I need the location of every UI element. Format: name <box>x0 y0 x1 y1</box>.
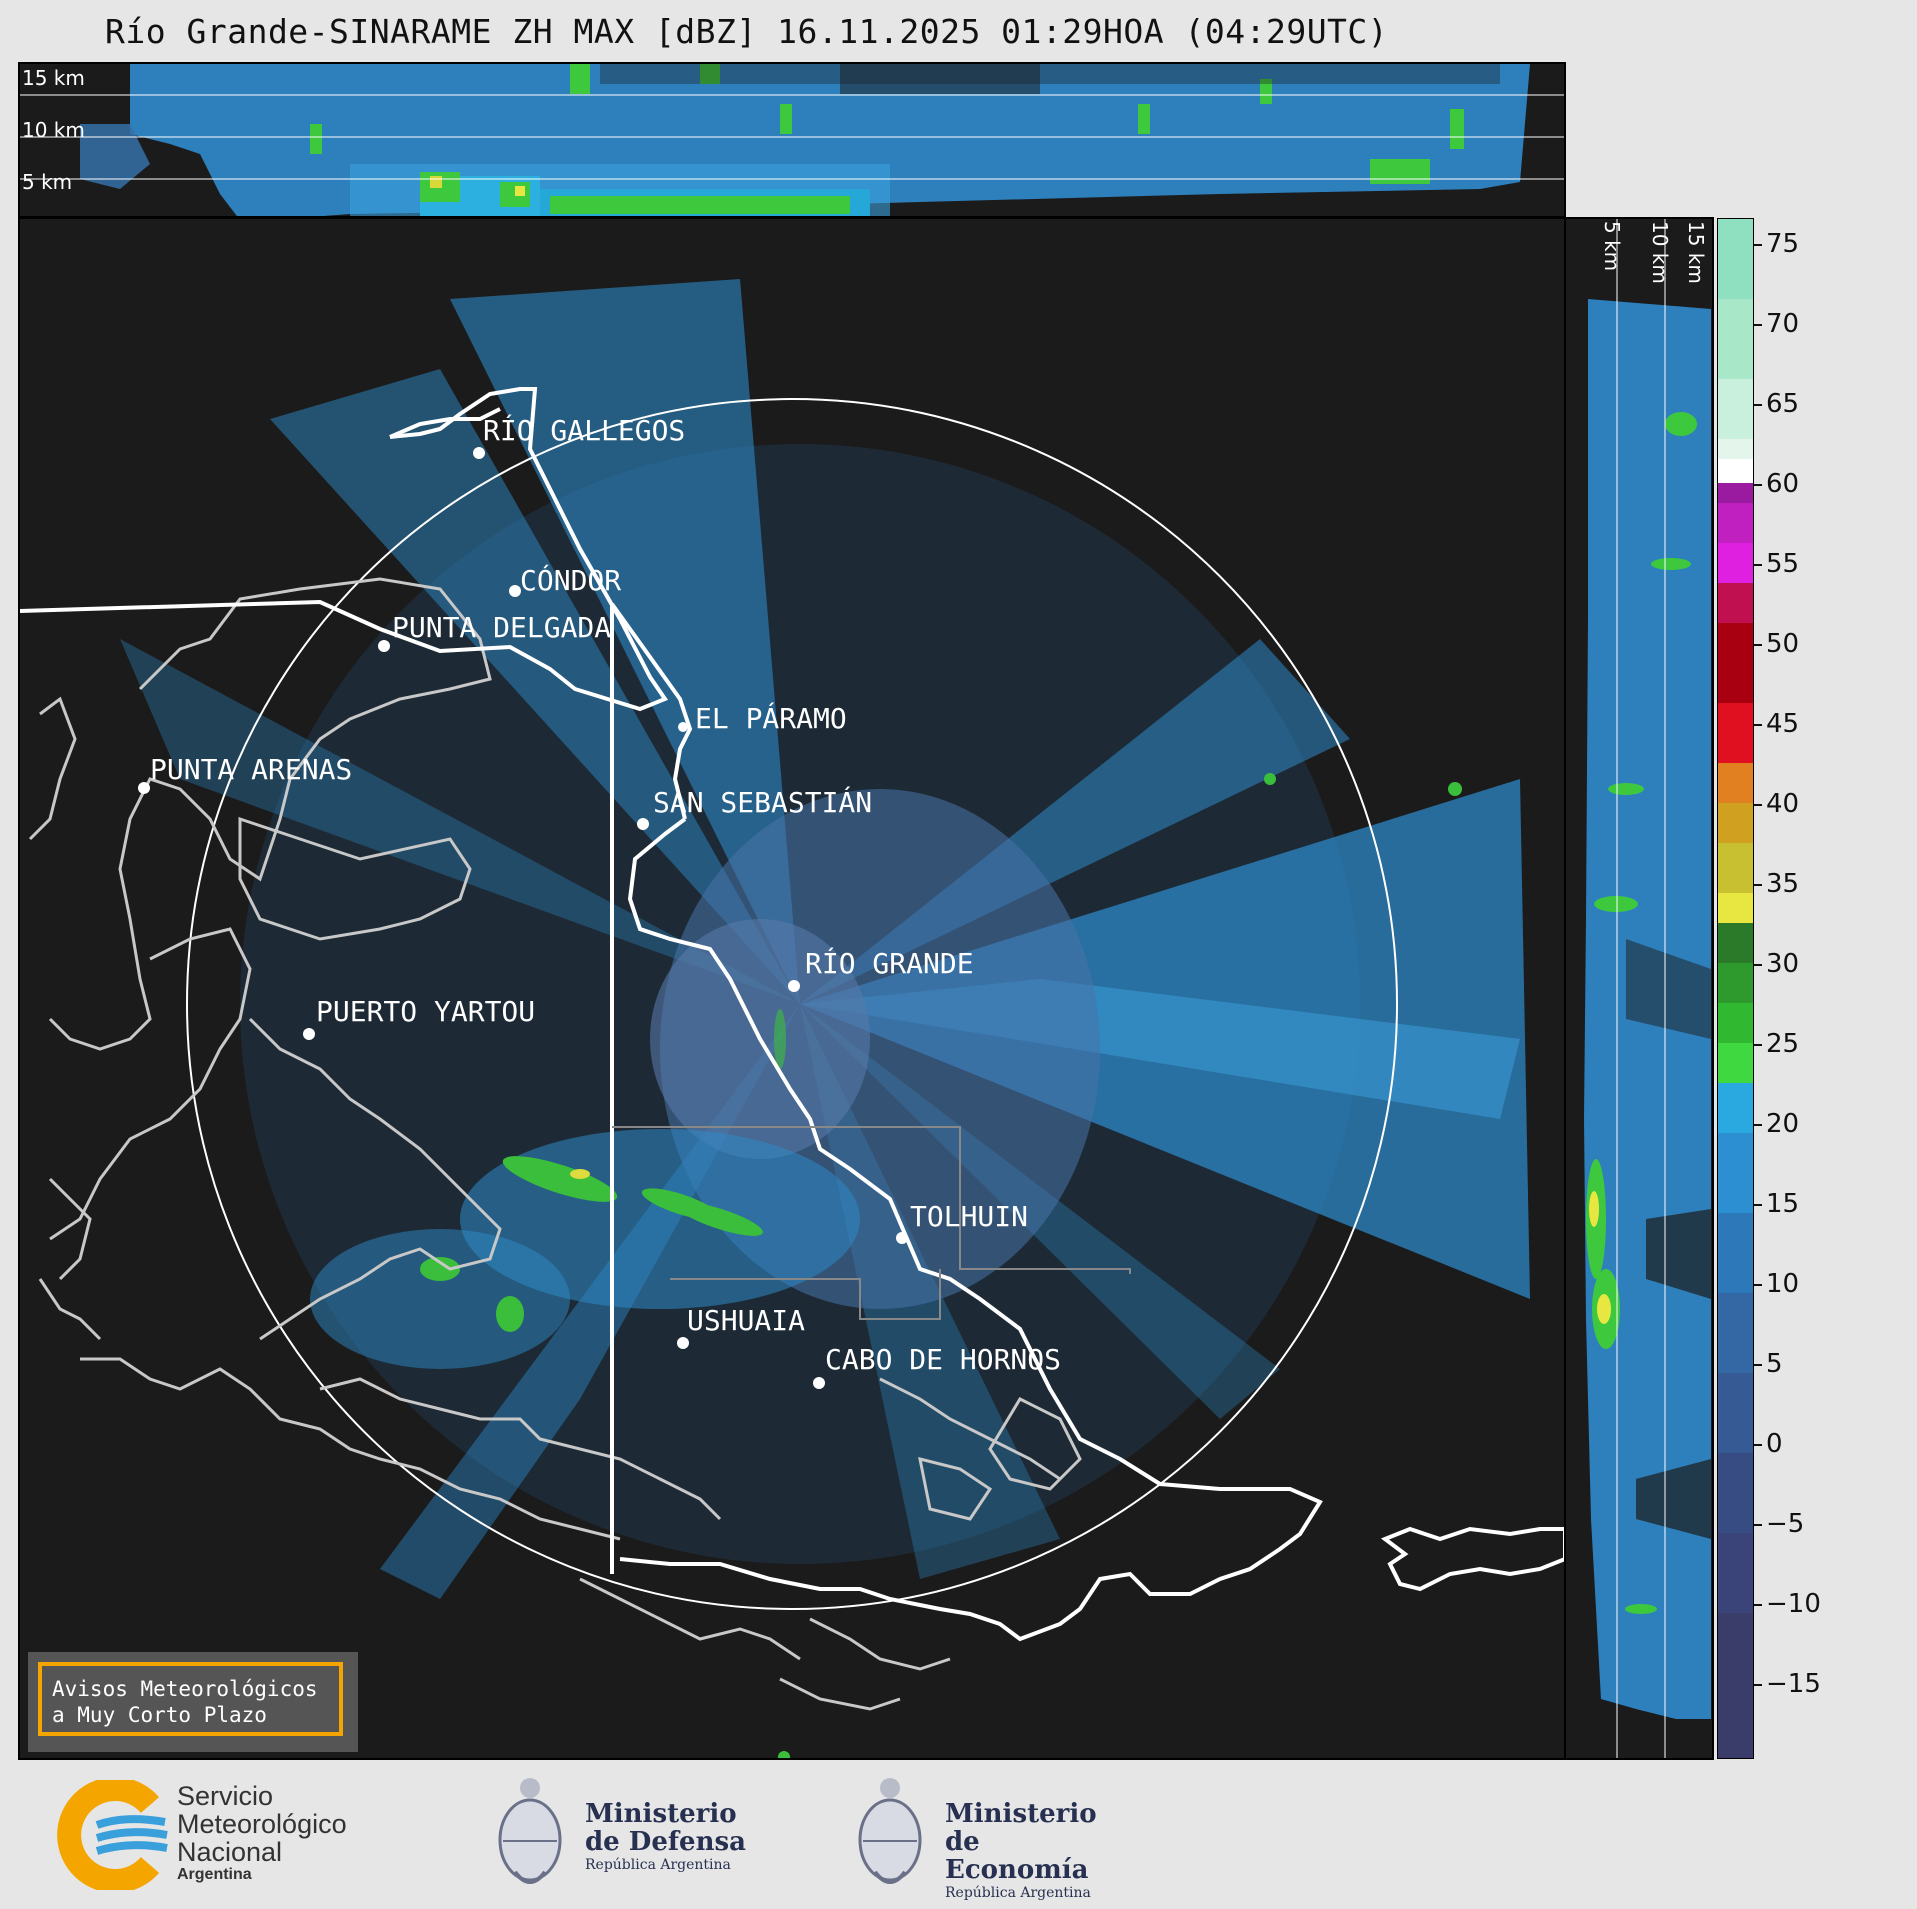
right-cross-section-echoes <box>1584 219 1711 1758</box>
colorbar-tick <box>1754 404 1762 406</box>
smn-line-3: Nacional <box>177 1837 283 1867</box>
city-label: RÍO GALLEGOS <box>483 414 686 447</box>
radar-range-circle <box>186 398 1398 1610</box>
colorbar-tick-label: 60 <box>1766 469 1800 499</box>
city-label: EL PÁRAMO <box>695 702 847 735</box>
colorbar-tick <box>1754 1364 1762 1366</box>
colorbar-tick <box>1754 884 1762 886</box>
city-marker <box>138 782 150 794</box>
coat-of-arms-icon <box>858 1778 922 1884</box>
colorbar-tick-label: 50 <box>1766 629 1800 659</box>
city-label: PUERTO YARTOU <box>316 995 536 1028</box>
smn-line-2: Meteorológico <box>177 1809 347 1839</box>
province-lines <box>612 1126 1131 1320</box>
city-marker <box>813 1377 825 1389</box>
radar-echo-field <box>120 279 1530 1758</box>
smn-line-1: Servicio <box>177 1781 274 1811</box>
city-label: USHUAIA <box>687 1304 806 1337</box>
top-cross-section-panel: 15 km 10 km 5 km <box>18 62 1566 218</box>
colorbar-tick <box>1754 564 1762 566</box>
coastlines <box>28 577 1082 1711</box>
dbz-colorbar <box>1717 218 1754 1759</box>
economia-line-2: de Economía <box>945 1827 1089 1885</box>
colorbar-tick-label: 35 <box>1766 869 1800 899</box>
city-marker <box>303 1028 315 1040</box>
smn-line-4: Argentina <box>177 1866 252 1883</box>
colorbar-tick <box>1754 1044 1762 1046</box>
city-label: SAN SEBASTIÁN <box>653 786 873 819</box>
colorbar-tick <box>1754 1524 1762 1526</box>
colorbar-tick-label: 30 <box>1766 949 1800 979</box>
colorbar-tick-label: −10 <box>1766 1589 1821 1619</box>
colorbar-tick-label: 10 <box>1766 1269 1800 1299</box>
warnings-badge-frame: Avisos Meteorológicos a Muy Corto Plazo <box>38 1662 343 1736</box>
city-marker <box>896 1232 908 1244</box>
colorbar-tick <box>1754 1444 1762 1446</box>
city-marker <box>678 722 688 732</box>
city-marker <box>677 1337 689 1349</box>
colorbar-tick-label: 20 <box>1766 1109 1800 1139</box>
colorbar-tick <box>1754 324 1762 326</box>
colorbar-tick <box>1754 964 1762 966</box>
colorbar-tick <box>1754 1284 1762 1286</box>
top-cross-section-echoes <box>20 64 1564 216</box>
colorbar-tick-label: 55 <box>1766 549 1800 579</box>
city-marker <box>473 447 485 459</box>
height-label-10km-vertical: 10 km <box>1648 221 1672 284</box>
colorbar-tick-label: 0 <box>1766 1429 1783 1459</box>
height-label-5km: 5 km <box>22 170 73 194</box>
defensa-line-2: de Defensa <box>585 1827 746 1857</box>
colorbar-tick-label: 40 <box>1766 789 1800 819</box>
height-label-10km: 10 km <box>22 118 85 142</box>
colorbar-tick <box>1754 484 1762 486</box>
economia-line-1: Ministerio <box>945 1799 1097 1829</box>
smn-emblem-icon <box>57 1780 168 1890</box>
colorbar-tick-label: 75 <box>1766 229 1800 259</box>
defensa-line-1: Ministerio <box>585 1799 737 1829</box>
colorbar-tick-label: 65 <box>1766 389 1800 419</box>
radar-map-panel: RÍO GALLEGOS CÓNDOR PUNTA DELGADA EL PÁR… <box>18 217 1566 1760</box>
colorbar-tick <box>1754 1604 1762 1606</box>
colorbar-tick-label: 25 <box>1766 1029 1800 1059</box>
city-label: PUNTA ARENAS <box>150 753 353 786</box>
city-label: CÓNDOR <box>520 564 622 597</box>
colorbar-tick <box>1754 1204 1762 1206</box>
badge-line-1: Avisos Meteorológicos <box>52 1677 318 1701</box>
smn-logo: Servicio Meteorológico Nacional Argentin… <box>55 1780 395 1890</box>
city-label: RÍO GRANDE <box>805 947 974 980</box>
badge-line-2: a Muy Corto Plazo <box>52 1703 267 1727</box>
city-marker <box>637 818 649 830</box>
colorbar-tick-label: −15 <box>1766 1669 1821 1699</box>
city-label: CABO DE HORNOS <box>825 1343 1062 1376</box>
colorbar-tick <box>1754 1684 1762 1686</box>
colorbar-tick <box>1754 644 1762 646</box>
warnings-badge: Avisos Meteorológicos a Muy Corto Plazo <box>28 1652 358 1752</box>
colorbar-tick-label: 5 <box>1766 1349 1783 1379</box>
height-label-5km-vertical: 5 km <box>1600 221 1624 272</box>
colorbar-tick-label: 45 <box>1766 709 1800 739</box>
radar-map <box>20 279 1564 1758</box>
map-title: Río Grande-SINARAME ZH MAX [dBZ] 16.11.2… <box>105 12 1389 51</box>
city-marker <box>509 585 521 597</box>
colorbar-tick-label: 15 <box>1766 1189 1800 1219</box>
height-label-15km: 15 km <box>22 66 85 90</box>
defensa-line-3: República Argentina <box>585 1857 731 1873</box>
city-label: PUNTA DELGADA <box>392 611 612 644</box>
boundaries <box>20 387 1564 1642</box>
right-cross-section-panel: 5 km 10 km 15 km <box>1564 217 1714 1760</box>
colorbar-tick-label: 70 <box>1766 309 1800 339</box>
ministerio-defensa-logo: Ministerio de Defensa República Argentin… <box>495 1772 755 1897</box>
city-marker <box>788 980 800 992</box>
colorbar-tick <box>1754 1124 1762 1126</box>
coat-of-arms-icon <box>498 1778 562 1884</box>
colorbar-tick <box>1754 244 1762 246</box>
city-marker <box>378 640 390 652</box>
economia-line-3: República Argentina <box>945 1885 1091 1901</box>
colorbar-tick <box>1754 724 1762 726</box>
height-label-15km-vertical: 15 km <box>1684 221 1708 284</box>
colorbar-tick-label: −5 <box>1766 1509 1805 1539</box>
city-label: TOLHUIN <box>910 1200 1029 1233</box>
ministerio-economia-logo: Ministerio de Economía República Argenti… <box>855 1772 1125 1901</box>
colorbar-tick <box>1754 804 1762 806</box>
